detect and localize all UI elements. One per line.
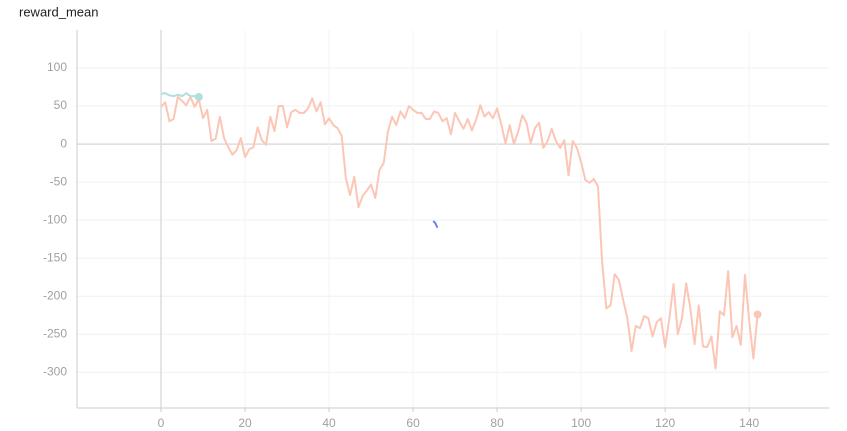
x-tick-label: 20 bbox=[238, 416, 252, 430]
y-tick-label: -100 bbox=[43, 212, 67, 226]
x-tick-label: 60 bbox=[406, 416, 420, 430]
y-tick-label: -150 bbox=[43, 250, 67, 264]
y-tick-label: -300 bbox=[43, 364, 67, 378]
y-tick-label: 0 bbox=[60, 136, 67, 150]
x-tick-label: 120 bbox=[655, 416, 675, 430]
x-tick-label: 40 bbox=[322, 416, 336, 430]
x-tick-label: 140 bbox=[739, 416, 759, 430]
y-tick-label: 50 bbox=[54, 98, 68, 112]
x-tick-label: 80 bbox=[490, 416, 504, 430]
y-tick-label: -50 bbox=[50, 174, 68, 188]
series-line bbox=[160, 92, 200, 98]
end-marker bbox=[753, 310, 762, 319]
end-marker bbox=[194, 92, 203, 101]
y-tick-label: -250 bbox=[43, 326, 67, 340]
x-tick-label: 100 bbox=[571, 416, 591, 430]
chart-title: reward_mean bbox=[19, 4, 99, 19]
y-tick-label: 100 bbox=[47, 60, 67, 74]
series-line bbox=[432, 220, 439, 229]
y-tick-label: -200 bbox=[43, 288, 67, 302]
x-tick-label: 0 bbox=[158, 416, 165, 430]
series-line bbox=[160, 95, 759, 370]
